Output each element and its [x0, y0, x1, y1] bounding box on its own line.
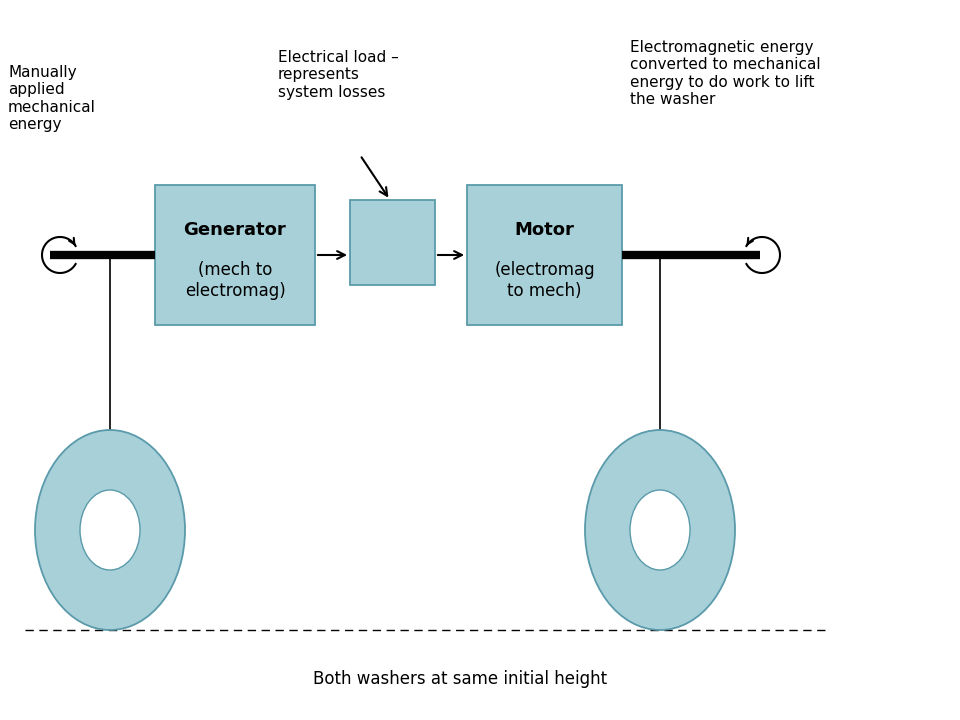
- Text: Manually
applied
mechanical
energy: Manually applied mechanical energy: [8, 65, 96, 132]
- Bar: [155, 185, 315, 325]
- Text: (electromag
to mech): (electromag to mech): [494, 261, 595, 300]
- Text: Electrical load –
represents
system losses: Electrical load – represents system loss…: [278, 50, 398, 100]
- Text: Motor: Motor: [515, 221, 574, 239]
- Text: Electromagnetic energy
converted to mechanical
energy to do work to lift
the was: Electromagnetic energy converted to mech…: [630, 40, 821, 107]
- Bar: [467, 185, 622, 325]
- Text: Generator: Generator: [183, 221, 286, 239]
- Text: Both washers at same initial height: Both washers at same initial height: [313, 670, 607, 688]
- Ellipse shape: [630, 490, 690, 570]
- Bar: [350, 200, 435, 285]
- Text: (mech to
electromag): (mech to electromag): [184, 261, 285, 300]
- Ellipse shape: [585, 430, 735, 630]
- Ellipse shape: [35, 430, 185, 630]
- Ellipse shape: [80, 490, 140, 570]
